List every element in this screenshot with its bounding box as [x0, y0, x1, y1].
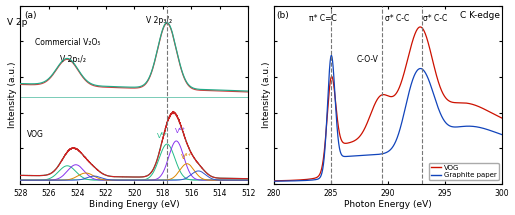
Text: (a): (a) [25, 11, 37, 20]
Text: C-O-V: C-O-V [356, 55, 378, 64]
Text: σ* C-C: σ* C-C [423, 14, 448, 23]
Text: V³⁺: V³⁺ [181, 154, 193, 160]
Text: π* C=C: π* C=C [310, 14, 337, 23]
Legend: VOG, Graphite paper: VOG, Graphite paper [428, 163, 499, 180]
Text: C K-edge: C K-edge [460, 11, 500, 20]
Y-axis label: Intensity (a.u.): Intensity (a.u.) [8, 61, 18, 128]
Text: V 2p₁/₂: V 2p₁/₂ [60, 55, 86, 64]
X-axis label: Binding Energy (eV): Binding Energy (eV) [89, 200, 180, 209]
Text: V 2p: V 2p [7, 18, 27, 27]
Text: Commercial V₂O₅: Commercial V₂O₅ [35, 38, 100, 47]
Text: V⁴⁺: V⁴⁺ [175, 128, 186, 134]
Y-axis label: Intensity (a.u.): Intensity (a.u.) [262, 61, 271, 128]
Text: V⁵⁺: V⁵⁺ [157, 133, 168, 139]
Text: VOG: VOG [27, 130, 44, 139]
Text: σ* C-C: σ* C-C [385, 14, 409, 23]
X-axis label: Photon Energy (eV): Photon Energy (eV) [344, 200, 432, 209]
Text: V 2p₃/₂: V 2p₃/₂ [146, 16, 172, 25]
Text: (b): (b) [277, 11, 289, 20]
